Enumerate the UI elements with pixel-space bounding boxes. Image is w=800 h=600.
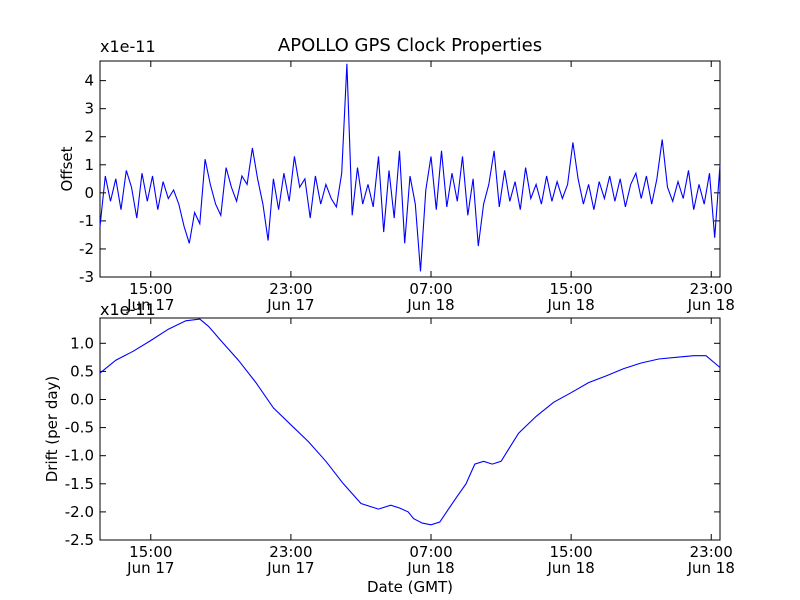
drift-scale-label: x1e-11 [100, 300, 156, 319]
x-tick-date-label: Jun 18 [546, 296, 594, 314]
y-tick-label: 3 [84, 100, 94, 118]
x-tick-date-label: Jun 18 [546, 559, 594, 577]
x-tick-time-label: 07:00 [409, 543, 452, 561]
y-tick-label: -3 [79, 268, 94, 286]
offset-series-line [99, 63, 721, 272]
x-tick-time-label: 23:00 [269, 543, 312, 561]
y-tick-label: 0.5 [70, 362, 94, 380]
x-tick-time-label: 15:00 [129, 543, 172, 561]
drift-y-axis-label: Drift (per day) [43, 376, 61, 483]
y-tick-label: -1.0 [65, 447, 94, 465]
x-tick-time-label: 07:00 [409, 280, 452, 298]
x-tick-date-label: Jun 17 [126, 559, 174, 577]
y-tick-label: 0.0 [70, 390, 94, 408]
drift-series-line [99, 318, 721, 526]
offset-plot-area [99, 60, 721, 278]
x-tick-time-label: 15:00 [550, 543, 593, 561]
y-tick-label: -2 [79, 240, 94, 258]
drift-plot-area [99, 317, 721, 541]
x-tick-time-label: 15:00 [129, 280, 172, 298]
y-tick-label: 4 [84, 72, 94, 90]
x-tick-date-label: Jun 18 [687, 296, 735, 314]
offset-y-ticks: -3 -2 -1 0 1 2 3 4 [79, 72, 720, 286]
offset-y-axis-label: Offset [58, 146, 76, 191]
y-tick-label: 0 [84, 184, 94, 202]
chart-title: APOLLO GPS Clock Properties [278, 35, 542, 56]
x-tick-time-label: 23:00 [690, 543, 733, 561]
x-tick-date-label: Jun 18 [687, 559, 735, 577]
y-tick-label: -1 [79, 212, 94, 230]
drift-y-ticks: -2.5 -2.0 -1.5 -1.0 -0.5 0.0 0.5 1.0 [65, 334, 720, 549]
y-tick-label: -1.5 [65, 475, 94, 493]
x-tick-date-label: Jun 17 [266, 559, 314, 577]
y-tick-label: 2 [84, 128, 94, 146]
x-tick-time-label: 15:00 [550, 280, 593, 298]
y-tick-label: 1.0 [70, 334, 94, 352]
x-tick-time-label: 23:00 [269, 280, 312, 298]
y-tick-label: -2.5 [65, 531, 94, 549]
y-tick-label: -0.5 [65, 419, 94, 437]
offset-scale-label: x1e-11 [100, 37, 156, 56]
y-tick-label: -2.0 [65, 503, 94, 521]
y-tick-label: 1 [84, 156, 94, 174]
x-tick-time-label: 23:00 [690, 280, 733, 298]
x-tick-date-label: Jun 17 [126, 296, 174, 314]
x-tick-date-label: Jun 17 [266, 296, 314, 314]
x-axis-label: Date (GMT) [367, 578, 453, 596]
drift-panel: x1e-11 Drift (per day) -2.5-2.0-1.5-1.0-… [43, 300, 735, 577]
x-tick-date-label: Jun 18 [406, 559, 454, 577]
x-tick-date-label: Jun 18 [406, 296, 454, 314]
